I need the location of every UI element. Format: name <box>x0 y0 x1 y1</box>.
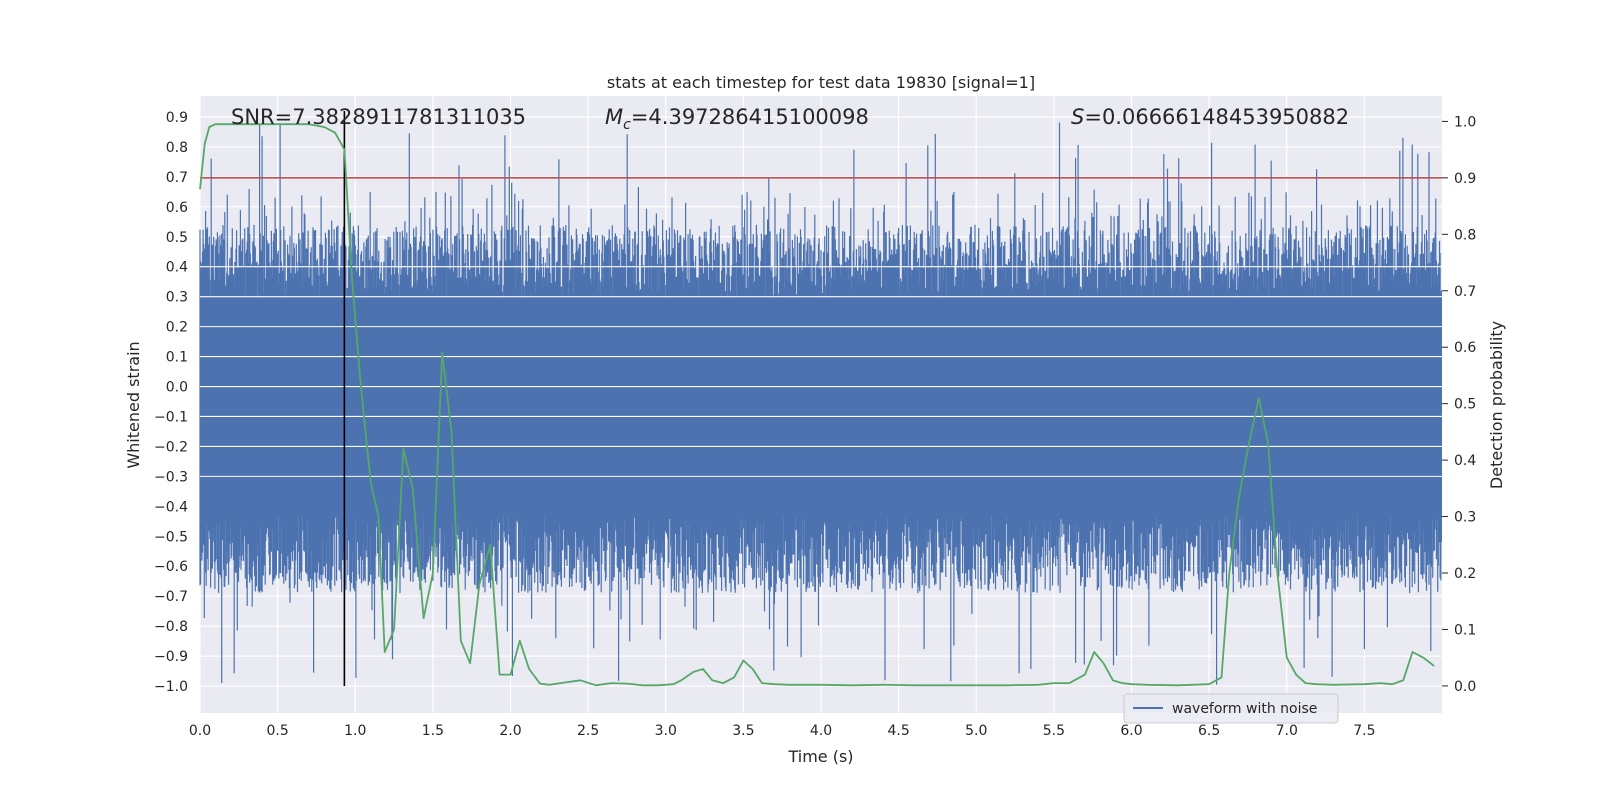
y-left-tick-label: −0.7 <box>154 589 188 605</box>
y-left-tick-label: 0.8 <box>166 140 188 156</box>
snr-annotation: SNR=7.3828911781311035 <box>231 105 526 129</box>
x-tick-label: 1.5 <box>422 723 444 739</box>
x-tick-label: 5.5 <box>1043 723 1065 739</box>
y-right-tick-label: 0.0 <box>1454 679 1476 695</box>
x-tick-label: 7.5 <box>1353 723 1375 739</box>
chirp-mass-annotation: Mc=4.397286415100098 <box>605 105 869 133</box>
y-left-tick-label: 0.6 <box>166 200 188 216</box>
y-right-tick-label: 0.2 <box>1454 566 1476 582</box>
x-tick-label: 3.5 <box>732 723 754 739</box>
y-left-axis-label: Whitened strain <box>124 341 143 468</box>
y-left-tick-label: −0.6 <box>154 559 188 575</box>
y-right-tick-label: 0.4 <box>1454 453 1476 469</box>
y-left-tick-label: 0.2 <box>166 320 188 336</box>
s-value: =0.06666148453950882 <box>1084 105 1349 129</box>
chart-title: stats at each timestep for test data 198… <box>607 73 1035 92</box>
y-left-tick-label: 0.9 <box>166 110 188 126</box>
y-left-tick-label: 0.4 <box>166 260 188 276</box>
y-right-tick-label: 0.5 <box>1454 397 1476 413</box>
x-tick-label: 0.0 <box>189 723 211 739</box>
y-right-tick-label: 0.3 <box>1454 510 1476 526</box>
y-left-tick-label: −0.1 <box>154 409 188 425</box>
legend-box <box>1123 693 1339 724</box>
y-right-axis-ticks: 1.0 0.9 0.8 0.7 0.6 0.5 0.4 0.3 0.2 0.1 0.0 <box>1442 114 1476 695</box>
y-right-tick-label: 1.0 <box>1454 114 1476 130</box>
y-left-tick-label: 0.0 <box>166 380 188 396</box>
x-tick-label: 5.0 <box>965 723 987 739</box>
x-axis-ticks: 0.0 0.5 1.0 1.5 2.0 2.5 3.0 3.5 4.0 4.5 5.0 5.5 6.0 6… <box>189 723 1376 739</box>
y-left-axis-ticks: 0.9 0.8 0.7 0.6 0.5 0.4 0.3 0.2 0.1 0.0 −0.1 −0.2 −0… <box>154 110 188 695</box>
x-axis-label: Time (s) <box>787 747 853 766</box>
y-left-tick-label: −0.3 <box>154 469 188 485</box>
x-tick-label: 2.5 <box>577 723 599 739</box>
legend: waveform with noise <box>1123 693 1339 724</box>
y-right-tick-label: 0.1 <box>1454 622 1476 638</box>
y-right-tick-label: 0.8 <box>1454 227 1476 243</box>
s-symbol: S <box>1071 105 1084 129</box>
x-tick-label: 7.0 <box>1276 723 1298 739</box>
y-right-tick-label: 0.9 <box>1454 171 1476 187</box>
s-annotation: S=0.06666148453950882 <box>1071 105 1349 129</box>
x-tick-label: 4.5 <box>887 723 909 739</box>
waveform-trace <box>199 122 1442 685</box>
y-left-tick-label: 0.1 <box>166 350 188 366</box>
probability-series <box>199 123 1435 687</box>
y-right-tick-label: 0.7 <box>1454 284 1476 300</box>
chirp-mass-value: =4.397286415100098 <box>631 105 869 129</box>
y-left-tick-label: −0.9 <box>154 649 188 665</box>
y-left-tick-label: −0.2 <box>154 439 188 455</box>
x-tick-label: 4.0 <box>810 723 832 739</box>
y-left-tick-label: −0.4 <box>154 499 188 515</box>
chirp-mass-symbol: M <box>605 105 623 129</box>
x-tick-label: 1.0 <box>344 723 366 739</box>
x-tick-label: 3.0 <box>655 723 677 739</box>
legend-label: waveform with noise <box>1172 701 1317 717</box>
x-tick-label: 6.0 <box>1120 723 1142 739</box>
chirp-mass-subscript: c <box>623 117 631 133</box>
y-right-axis-label: Detection probability <box>1487 321 1506 489</box>
x-tick-label: 0.5 <box>266 723 288 739</box>
y-left-tick-label: −1.0 <box>154 679 188 695</box>
x-tick-label: 6.5 <box>1198 723 1220 739</box>
y-left-tick-label: 0.7 <box>166 170 188 186</box>
y-left-tick-label: 0.5 <box>166 230 188 246</box>
waveform-series <box>199 122 1442 685</box>
y-left-tick-label: 0.3 <box>166 290 188 306</box>
y-left-tick-label: −0.5 <box>154 529 188 545</box>
y-right-tick-label: 0.6 <box>1454 340 1476 356</box>
y-left-tick-label: −0.8 <box>154 619 188 635</box>
x-tick-label: 2.0 <box>499 723 521 739</box>
probability-line <box>199 123 1435 687</box>
